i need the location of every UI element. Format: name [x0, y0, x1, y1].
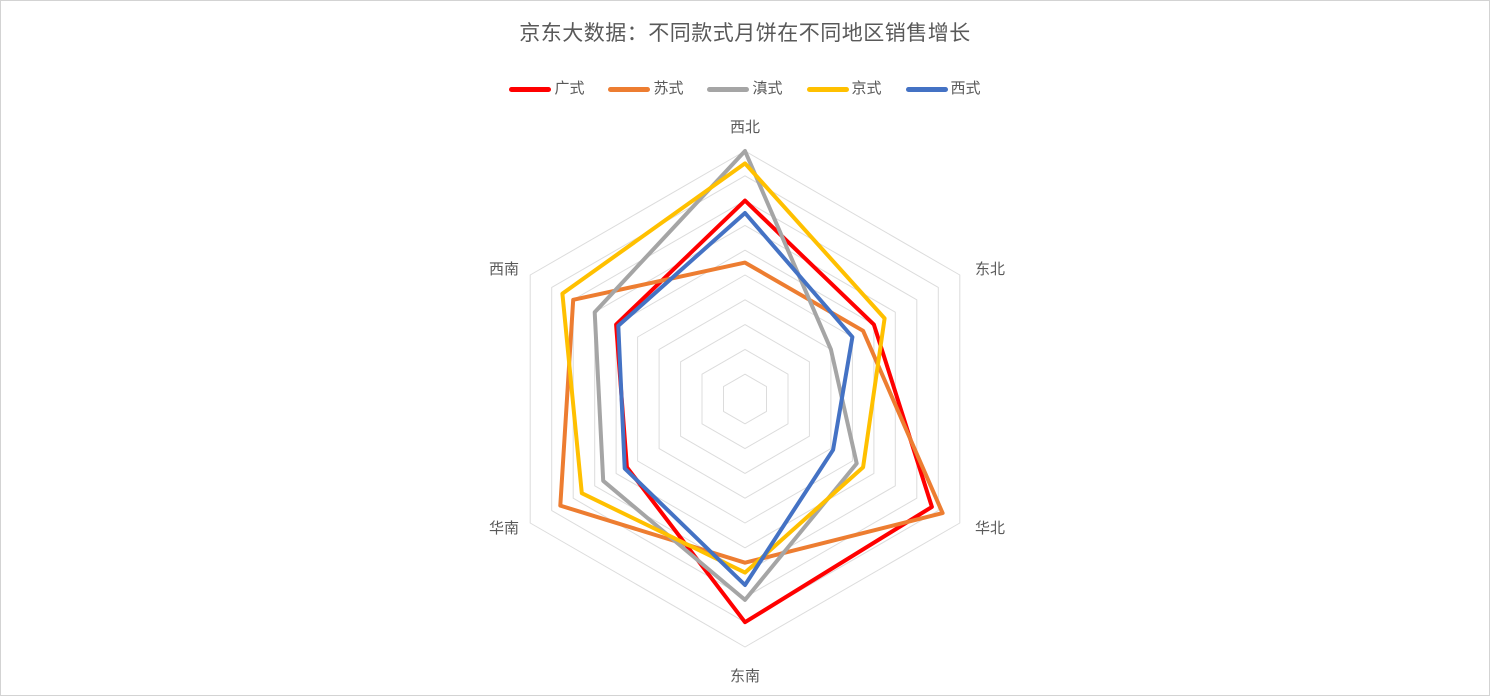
legend-label: 苏式 [653, 80, 684, 97]
legend-item-sushi: 苏式 [608, 80, 683, 98]
legend-swatch-icon [509, 86, 552, 92]
legend-item-jingshi: 京式 [806, 80, 882, 98]
grid-ring-4 [658, 299, 832, 499]
axis-label-xinan: 西南 [488, 261, 519, 278]
axis-label-xibei: 西北 [729, 119, 760, 136]
grid-ring-2 [701, 348, 789, 450]
legend-swatch-icon [608, 86, 651, 92]
grid-ring-5 [637, 274, 853, 524]
grid-ring-3 [680, 324, 810, 474]
grid-ring-8 [572, 200, 918, 598]
legend-item-guangshi: 广式 [509, 80, 584, 98]
legend-swatch-icon [905, 86, 948, 92]
grid-ring-9 [551, 175, 939, 623]
legend-label: 滇式 [752, 80, 783, 97]
axis-label-huanan: 华南 [488, 520, 519, 537]
legend-label: 西式 [950, 80, 981, 97]
legend-item-xishi: 西式 [905, 80, 981, 98]
axis-label-dongnan: 东南 [729, 668, 760, 685]
series-广式 [614, 198, 934, 625]
series-京式 [560, 161, 887, 575]
axis-label-dongbei: 东北 [975, 261, 1006, 278]
grid-ring-10 [529, 150, 961, 648]
legend-swatch-icon [806, 86, 849, 92]
legend: 广式 苏式 滇式 京式 西式 [1, 80, 1489, 98]
chart-title: 京东大数据：不同款式月饼在不同地区销售增长 [519, 22, 971, 45]
grid-ring-1 [723, 373, 767, 425]
legend-label: 京式 [851, 80, 882, 97]
series-滇式 [592, 149, 859, 602]
legend-swatch-icon [707, 86, 750, 92]
series-西式 [616, 211, 855, 587]
axis-label-huabei: 华北 [975, 520, 1006, 537]
legend-label: 广式 [554, 80, 585, 97]
series-苏式 [558, 260, 945, 565]
legend-item-dianshi: 滇式 [707, 80, 783, 98]
